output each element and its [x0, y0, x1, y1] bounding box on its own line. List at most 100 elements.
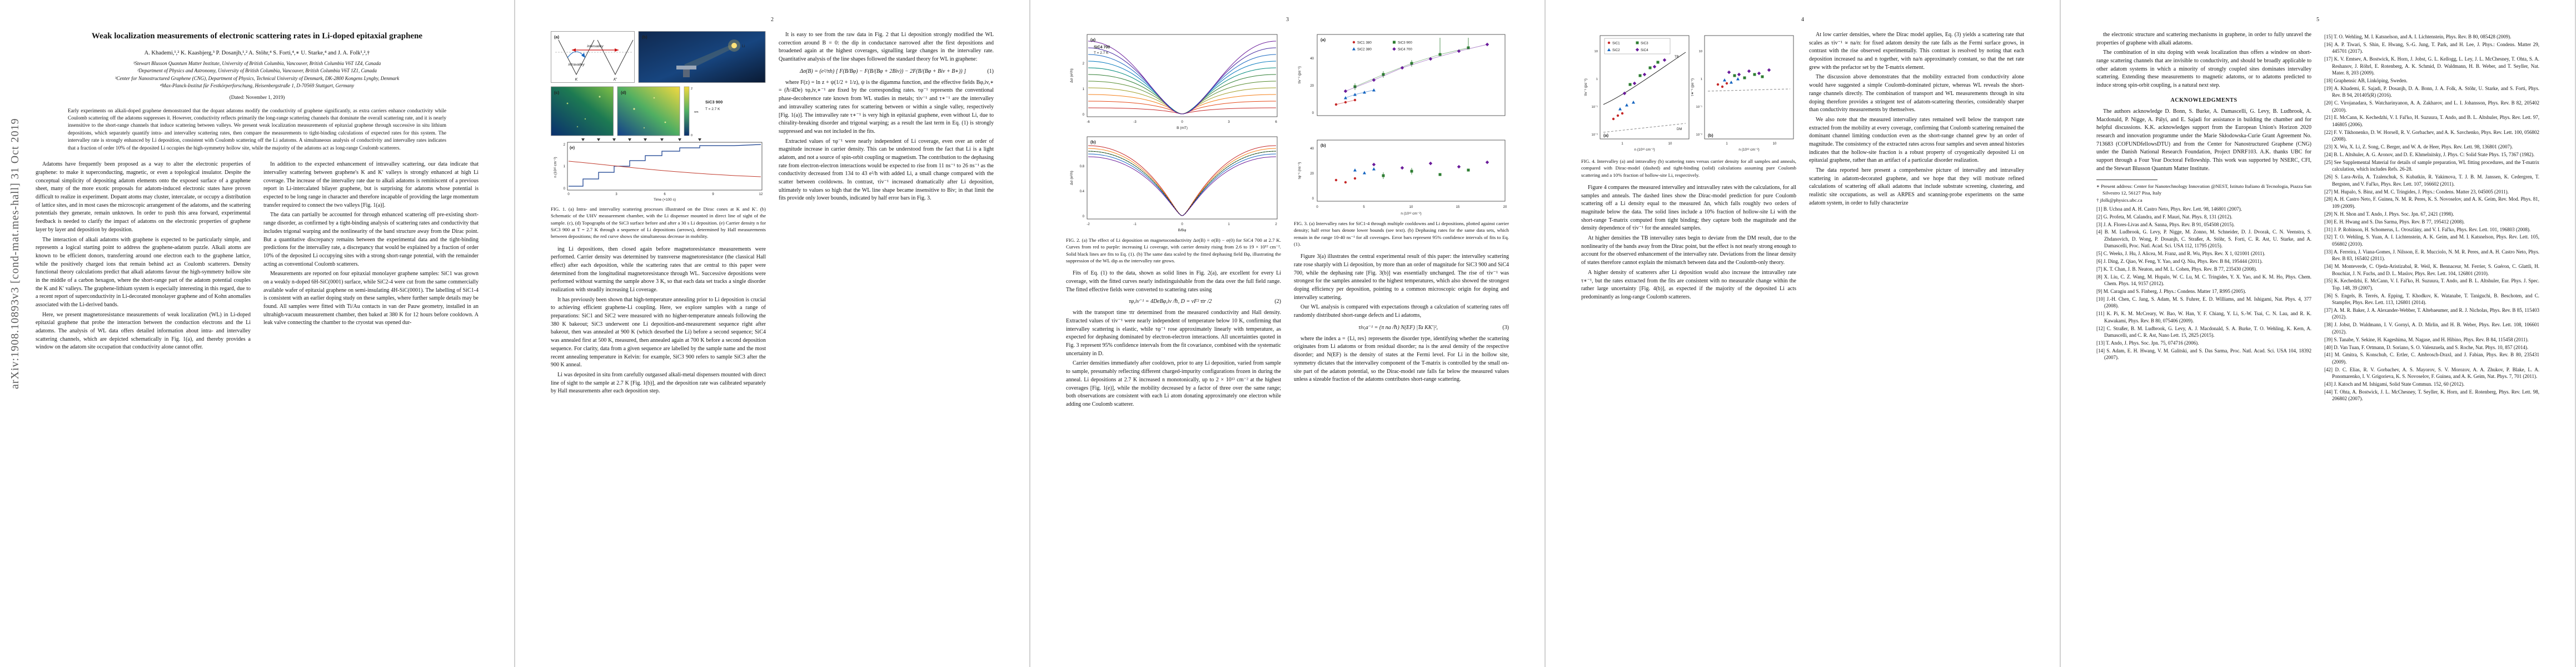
- colorbar-unit-label: nm: [694, 111, 699, 114]
- fig4-panel-a-label: (a): [1603, 133, 1609, 138]
- fig4-panel-b: (b) 10 1 10⁻¹ 10⁻² 1 10 n (10¹² cm⁻²) τ∗…: [1691, 35, 1794, 152]
- y-tick: 10: [1595, 50, 1598, 53]
- x-tick: 0: [1181, 223, 1183, 226]
- page4-column-right: At low carrier densities, where the Dira…: [1809, 31, 2024, 209]
- fig4-panel-b-label: (b): [1708, 133, 1713, 138]
- fig3-ya-axis-label: τiv⁻¹ (ps⁻¹): [1298, 66, 1302, 83]
- fig3-yb-axis-label: τφ⁻¹ (ns⁻¹): [1298, 162, 1302, 180]
- reference-item: [32] T. O. Wehling, S. Yuan, A. I. Licht…: [2324, 234, 2539, 247]
- reference-item: [26] S. Lara-Avila, A. Tzalenchuk, S. Ku…: [2324, 174, 2539, 187]
- x-tick: -3: [1133, 121, 1137, 124]
- figure-2: (a) SiC4 700 T = 2.7 K 0 1 2 -6 -3 0 3 6…: [1066, 31, 1281, 264]
- x-tick: 10: [1409, 206, 1413, 209]
- reference-item: [36] S. Engels, B. Terrés, A. Epping, T.…: [2324, 292, 2539, 306]
- paragraph: Figure 3(a) illustrates the central expe…: [1294, 253, 1509, 301]
- reference-item: [2] G. Profeta, M. Calandra, and F. Maur…: [2096, 213, 2233, 220]
- paragraph: where F(z) = ln z + ψ(1/2 + 1/z), ψ is t…: [779, 79, 994, 135]
- reference-item: [39] S. Tanabe, Y. Sekine, H. Kageshima,…: [2324, 336, 2529, 342]
- fig1-Kprime-label: K′: [614, 78, 617, 82]
- fig2-y-axis-label: Δσ (e²/h): [1070, 68, 1074, 83]
- paragraph: where the index a = {Li, res} represents…: [1294, 335, 1509, 383]
- y-tick: 1: [1701, 78, 1702, 81]
- fig2-x-axis-label: B (mT): [1177, 126, 1188, 130]
- reference-item: [40] D. Van Tuan, F. Ortmann, D. Soriano…: [2324, 344, 2529, 350]
- y-tick: 0: [1312, 197, 1314, 201]
- fig1-panel-e: (e) 0 3 6 9 12 0 1 2 n (10¹² cm⁻²) Time …: [554, 138, 763, 202]
- fig2-xb-axis-label: B/Bφ: [1178, 228, 1187, 232]
- paragraph: The data reported here present a compreh…: [1809, 167, 2024, 206]
- x-tick: -6: [1087, 121, 1090, 124]
- reference-item: [4] B. M. Ludbrook, G. Levy, P. Nigge, M…: [2096, 229, 2311, 249]
- fig1-panel-d: (d): [617, 86, 680, 136]
- page2-right-text-a: It is easy to see from the raw data in F…: [779, 31, 994, 64]
- x-tick: 6: [664, 193, 666, 196]
- reference-item: [38] J. Jobst, D. Waldmann, I. V. Gornyi…: [2324, 322, 2539, 335]
- fig1-panel-e-label: (e): [570, 145, 575, 150]
- reference-item: [6] J. Ding, Z. Qiao, W. Feng, Y. Yao, a…: [2096, 258, 2263, 265]
- fig1-panel-c: (c): [551, 86, 614, 136]
- footnote-block: ∗ Present address: Center for Nanotechno…: [2096, 183, 2311, 203]
- paragraph: Our WL analysis is compared with expecta…: [1294, 304, 1509, 319]
- y-tick: 1: [564, 165, 566, 168]
- fig1-temp-label: T = 2.7 K: [705, 107, 720, 111]
- page-number: 2: [771, 17, 774, 23]
- x-tick: 10: [1773, 142, 1777, 146]
- fig1-li-label: Li: [742, 44, 745, 48]
- reference-item: [22] F. V. Tikhonenko, D. W. Horsell, R.…: [2324, 129, 2539, 142]
- paragraph: It is easy to see from the raw data in F…: [779, 32, 994, 63]
- fig1-x-axis-label: Time (×100 s): [654, 198, 676, 202]
- y-tick: 10⁻¹: [1592, 106, 1598, 109]
- page3-column-left: (a) SiC4 700 T = 2.7 K 0 1 2 -6 -3 0 3 6…: [1066, 31, 1281, 411]
- page3-right-text-a: Figure 3(a) illustrates the central expe…: [1294, 253, 1509, 320]
- reference-item: [27] M. Hupalo, S. Binz, and M. C. Tring…: [2324, 188, 2509, 195]
- equation-2: τφ,iv⁻¹ = 4DeBφ,iv /ℏ, D = vF² τtr /2 (2…: [1066, 298, 1281, 305]
- fig4-xb-axis-label: n (10¹² cm⁻²): [1738, 148, 1759, 152]
- x-tick: 20: [1503, 206, 1507, 209]
- reference-item: [19] A. Khademi, E. Sajadi, P. Dosanjh, …: [2324, 85, 2539, 98]
- page-number: 4: [1801, 17, 1804, 23]
- y-tick: 0.8: [1080, 165, 1085, 168]
- fig1-panel-c-label: (c): [554, 90, 560, 95]
- figure-2-image: (a) SiC4 700 T = 2.7 K 0 1 2 -6 -3 0 3 6…: [1066, 31, 1281, 233]
- x-tick: -1: [1133, 223, 1137, 226]
- page5-column-right: [15] T. O. Wehling, M. I. Katsnelson, an…: [2324, 31, 2539, 403]
- page3-right-text-b: where the index a = {Li, res} represents…: [1294, 335, 1509, 384]
- equation-3-number: (3): [1502, 324, 1509, 331]
- legend-label: SiC2: [1612, 48, 1620, 52]
- legend-label: SiC3: [1641, 42, 1648, 46]
- y-tick: 10⁻²: [1592, 133, 1598, 137]
- fig3-panel-a: (a) SiC1 380 SiC2 380 SiC3 900 SiC4 70: [1298, 34, 1506, 116]
- x-tick: 5: [1363, 206, 1365, 209]
- page2-left-text: ing Li depositions, then closed again be…: [551, 246, 766, 396]
- paragraph: The interaction of alkali adatoms with g…: [36, 236, 251, 308]
- equation-1-number: (1): [987, 68, 994, 74]
- fig1-colorbar: 2 0 nm: [684, 86, 699, 137]
- paragraph: It has previously been shown that high-t…: [551, 296, 766, 369]
- fig1-panel-a: intervalley intravalley K K′ (a): [551, 31, 635, 83]
- paragraph: In addition to the expected enhancement …: [263, 161, 479, 208]
- fig2-yb-axis-label: Δσ (e²/h): [1070, 171, 1074, 185]
- affiliation-line: ⁴Max-Planck-Institut für Festkörperforsc…: [160, 83, 355, 88]
- x-tick: 12: [759, 193, 763, 196]
- wl-curves: [1088, 41, 1277, 115]
- reference-item: [20] C. Virojanadara, S. Watcharinyanon,…: [2324, 100, 2539, 113]
- acknowledgments-paragraph: The authors acknowledge D. Bonn, S. Burk…: [2096, 108, 2311, 172]
- y-tick: 10⁻¹: [1696, 106, 1703, 109]
- reference-item: [23] X. Wu, X. Li, Z. Song, C. Berger, a…: [2324, 144, 2513, 150]
- paragraph: Li was deposited in situ from carefully …: [551, 371, 766, 395]
- y-tick: 20: [1310, 172, 1314, 176]
- legend-label: SiC4: [1641, 48, 1648, 52]
- fig1-panel-b: Li (b): [638, 31, 766, 83]
- page-5: 5 the electronic structure and scatterin…: [2060, 0, 2575, 667]
- page-4: 4 SiC1 SiC3 SiC2: [1545, 0, 2060, 667]
- y-tick: 1: [1596, 78, 1598, 81]
- equation-1: Δσ(B) = (e²/πh) [ F(B/Bφ) − F(B/(Bφ + 2B…: [779, 68, 994, 74]
- paper-title: Weak localization measurements of electr…: [91, 32, 423, 41]
- reference-item: [12] C. Straßer, B. M. Ludbrook, G. Levy…: [2096, 325, 2311, 339]
- legend-label: SiC1 380: [1357, 41, 1372, 45]
- page5-column-left: the electronic structure and scattering …: [2096, 31, 2311, 362]
- acknowledgments-text: The authors acknowledge D. Bonn, S. Burk…: [2096, 108, 2311, 173]
- fig2-panel-b: (b) 0 0.4 0.8 -2 -1 0 1 2 B/Bφ Δσ (e²/h): [1070, 136, 1278, 232]
- abstract: Early experiments on alkali-doped graphe…: [68, 108, 446, 151]
- legend-label: SiC3 900: [1398, 41, 1412, 45]
